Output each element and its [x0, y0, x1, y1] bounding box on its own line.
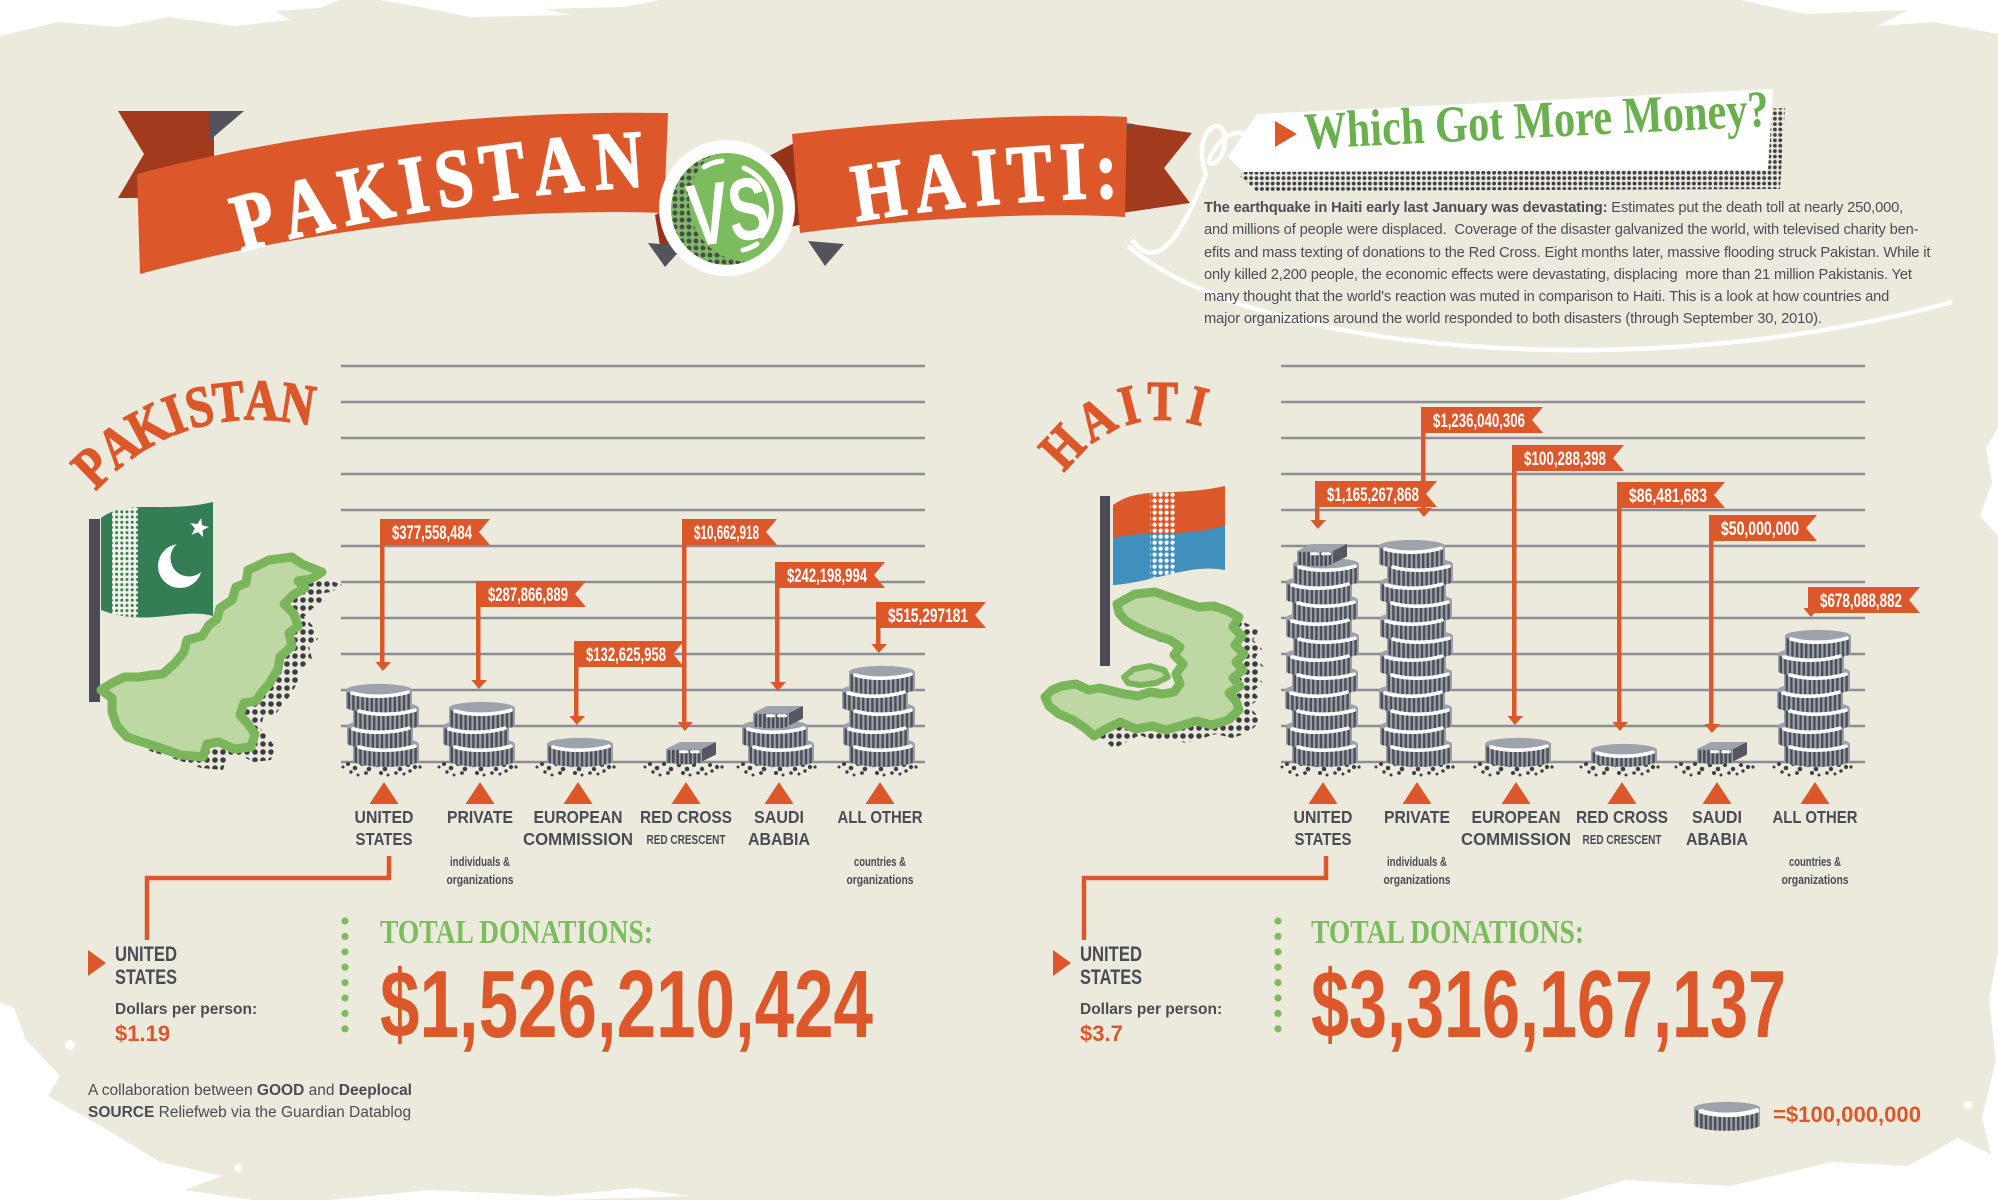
- svg-text:PRIVATE: PRIVATE: [447, 807, 513, 827]
- svg-text:$1,236,040,306: $1,236,040,306: [1433, 411, 1525, 432]
- svg-text::: :: [1094, 125, 1119, 216]
- svg-text:ALL OTHER: ALL OTHER: [838, 807, 923, 827]
- svg-text:K: K: [332, 145, 401, 244]
- svg-text:organizations: organizations: [1782, 873, 1849, 887]
- svg-text:RED CROSS: RED CROSS: [1576, 807, 1668, 827]
- svg-text:I: I: [1058, 126, 1088, 218]
- svg-text:RED CROSS: RED CROSS: [640, 807, 732, 827]
- svg-text:$3.7: $3.7: [1080, 1021, 1123, 1046]
- svg-text:A collaboration between GOOD a: A collaboration between GOOD and Deeploc…: [88, 1082, 412, 1099]
- svg-text:VS: VS: [683, 157, 774, 265]
- svg-text:TOTAL DONATIONS:: TOTAL DONATIONS:: [380, 914, 653, 951]
- svg-text:N: N: [591, 114, 645, 208]
- svg-text:A: A: [909, 135, 968, 231]
- svg-text:EUROPEAN: EUROPEAN: [534, 807, 623, 827]
- svg-text:Dollars per person:: Dollars per person:: [115, 1001, 257, 1018]
- svg-text:COMMISSION: COMMISSION: [523, 829, 633, 849]
- svg-text:H: H: [846, 142, 911, 240]
- svg-text:$515,297181: $515,297181: [888, 606, 968, 627]
- svg-text:countries &: countries &: [1789, 855, 1841, 869]
- svg-text:$100,288,398: $100,288,398: [1524, 449, 1606, 470]
- svg-text:individuals &: individuals &: [450, 855, 510, 869]
- svg-text:$287,866,889: $287,866,889: [488, 585, 568, 606]
- svg-text:T: T: [1147, 370, 1178, 433]
- svg-text:individuals &: individuals &: [1387, 855, 1447, 869]
- svg-text:PRIVATE: PRIVATE: [1384, 807, 1450, 827]
- svg-text:$242,198,994: $242,198,994: [787, 566, 867, 587]
- svg-text:$3,316,167,137: $3,316,167,137: [1311, 951, 1786, 1058]
- svg-text:$10,662,918: $10,662,918: [694, 523, 759, 544]
- svg-text:$1,526,210,424: $1,526,210,424: [380, 951, 873, 1058]
- svg-text:$1,165,267,868: $1,165,267,868: [1327, 485, 1419, 506]
- svg-text:$132,625,958: $132,625,958: [586, 645, 666, 666]
- svg-text:$86,481,683: $86,481,683: [1629, 486, 1707, 507]
- svg-text:A: A: [243, 369, 279, 433]
- svg-text:$50,000,000: $50,000,000: [1721, 519, 1799, 540]
- svg-text:organizations: organizations: [1384, 873, 1451, 887]
- svg-text:countries &: countries &: [854, 855, 906, 869]
- svg-text:SAUDI: SAUDI: [1692, 807, 1742, 827]
- svg-text:RED CRESCENT: RED CRESCENT: [647, 833, 726, 847]
- svg-text:$377,558,484: $377,558,484: [392, 523, 472, 544]
- svg-text:TOTAL DONATIONS:: TOTAL DONATIONS:: [1311, 914, 1584, 951]
- svg-text:ABABIA: ABABIA: [1686, 829, 1748, 849]
- svg-text:COMMISSION: COMMISSION: [1461, 829, 1571, 849]
- svg-text:A: A: [530, 118, 587, 213]
- svg-text:UNITED: UNITED: [1294, 807, 1353, 827]
- svg-text:$678,088,882: $678,088,882: [1820, 591, 1902, 612]
- svg-text:STATES: STATES: [115, 966, 177, 989]
- svg-text:SAUDI: SAUDI: [754, 807, 804, 827]
- svg-text:RED CRESCENT: RED CRESCENT: [1583, 833, 1662, 847]
- svg-text:ALL OTHER: ALL OTHER: [1773, 807, 1858, 827]
- svg-text:SOURCE Reliefweb via the Guard: SOURCE Reliefweb via the Guardian Databl…: [88, 1104, 411, 1121]
- svg-text:EUROPEAN: EUROPEAN: [1472, 807, 1561, 827]
- svg-text:STATES: STATES: [356, 829, 413, 849]
- svg-text:=$100,000,000: =$100,000,000: [1773, 1102, 1921, 1127]
- svg-text:T: T: [1004, 128, 1055, 222]
- svg-text:organizations: organizations: [447, 873, 514, 887]
- svg-text:Dollars per person:: Dollars per person:: [1080, 1001, 1222, 1018]
- svg-text:I: I: [1182, 374, 1214, 439]
- svg-text:STATES: STATES: [1080, 966, 1142, 989]
- svg-text:N: N: [276, 370, 320, 438]
- svg-text:T: T: [209, 369, 247, 435]
- svg-text:ABABIA: ABABIA: [748, 829, 810, 849]
- svg-text:UNITED: UNITED: [1080, 943, 1142, 966]
- svg-text:$1.19: $1.19: [115, 1021, 170, 1046]
- svg-text:organizations: organizations: [847, 873, 914, 887]
- svg-text:UNITED: UNITED: [355, 807, 414, 827]
- svg-text:UNITED: UNITED: [115, 943, 177, 966]
- svg-text:STATES: STATES: [1295, 829, 1352, 849]
